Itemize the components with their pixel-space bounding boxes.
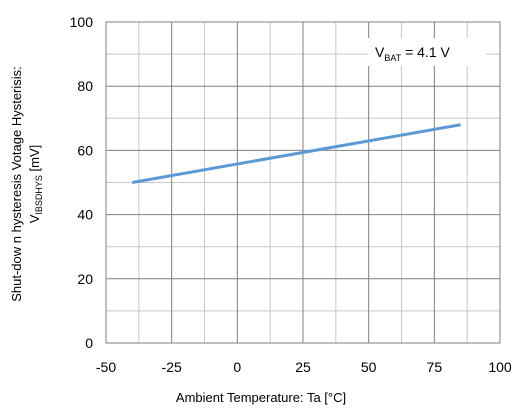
x-tick-label: -50 xyxy=(96,359,116,375)
x-tick-label: 50 xyxy=(361,359,377,375)
x-tick-label: 0 xyxy=(233,359,241,375)
series-line xyxy=(132,123,461,184)
x-tick-label: 100 xyxy=(488,359,512,375)
y-tick-label: 0 xyxy=(85,335,93,351)
x-tick-labels: -50 -25 0 25 50 75 100 xyxy=(96,359,512,375)
grid xyxy=(105,21,501,344)
y-tick-label: 20 xyxy=(77,271,93,287)
y-axis-label-line1: Shut-dow n hysteresis Votage Hysterisis: xyxy=(9,66,24,302)
x-tick-label: -25 xyxy=(162,359,182,375)
y-label-main: V xyxy=(27,214,42,223)
y-tick-label: 80 xyxy=(77,78,93,94)
annotation-main: V xyxy=(375,44,385,60)
series-group xyxy=(132,123,461,184)
annotation-sub: BAT xyxy=(384,53,401,63)
y-label-unit: [mV] xyxy=(27,145,42,175)
x-axis-label: Ambient Temperature: Ta [°C] xyxy=(176,390,346,405)
y-tick-labels: 0 20 40 60 80 100 xyxy=(70,14,94,351)
annotation-vbat: VBAT = 4.1 V xyxy=(375,44,450,63)
x-tick-label: 75 xyxy=(427,359,443,375)
y-label-sub: IBSDHYS xyxy=(34,175,44,215)
annotation-rest: = 4.1 V xyxy=(401,44,450,60)
plot-frame xyxy=(105,21,501,344)
x-tick-label: 25 xyxy=(295,359,311,375)
annotation-box: VBAT = 4.1 V xyxy=(368,38,486,66)
annotation-background xyxy=(368,38,486,66)
y-tick-label: 100 xyxy=(70,14,94,30)
y-axis-label-line2: VIBSDHYS [mV] xyxy=(27,145,44,224)
y-tick-label: 60 xyxy=(77,142,93,158)
y-axis-label: Shut-dow n hysteresis Votage Hysterisis:… xyxy=(9,66,44,302)
y-tick-label: 40 xyxy=(77,207,93,223)
